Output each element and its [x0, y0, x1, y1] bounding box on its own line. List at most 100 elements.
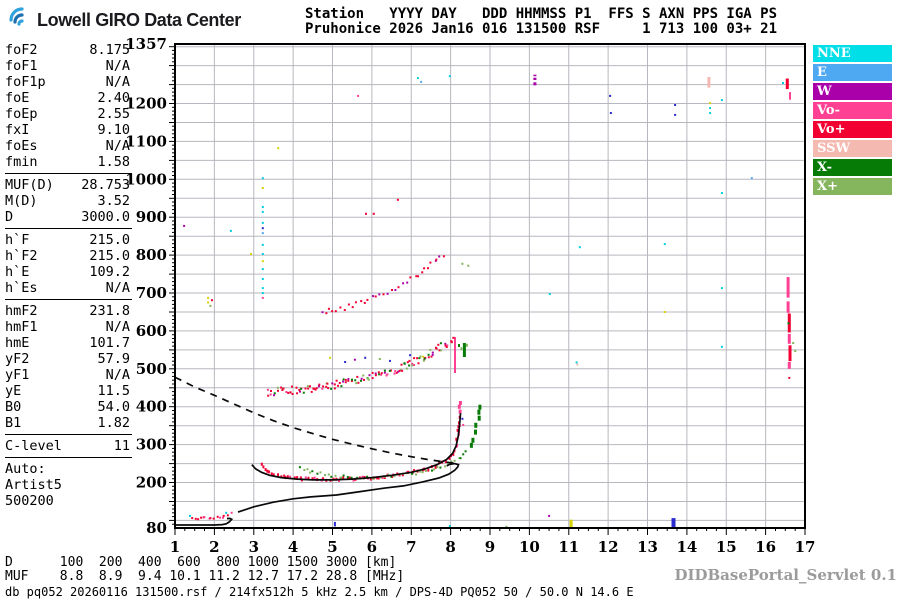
legend-item-x: X-	[813, 159, 892, 176]
x-axis-label-8: 8	[445, 538, 455, 556]
param-value: N/A	[105, 74, 130, 90]
y-axis-label-1000: 1000	[125, 170, 167, 188]
x-axis-label-4: 4	[288, 538, 298, 556]
auto-info-line: Artist5	[5, 477, 62, 493]
param-row-yf1: yF1 N/A	[5, 367, 130, 383]
param-label: foF1p	[5, 74, 46, 90]
param-value: N/A	[105, 58, 130, 74]
f-x-trace-steep	[469, 404, 482, 448]
x-axis-label-1: 1	[170, 538, 180, 556]
param-label: M(D)	[5, 193, 38, 209]
param-label: yE	[5, 383, 22, 399]
legend: NNE E W Vo- Vo+ SSW X- X+	[813, 45, 892, 197]
giro-logo-icon	[8, 6, 34, 34]
param-row-yf2: yF2 57.9	[5, 351, 130, 367]
f-region-x-trace	[298, 450, 467, 480]
param-value: 8.175	[89, 42, 130, 58]
param-row-hmf1: hmF1 N/A	[5, 319, 130, 335]
noise-dots	[183, 75, 797, 517]
param-label: C-level	[5, 438, 62, 454]
muf-row: MUF 8.8 8.9 9.4 10.1 11.2 12.7 17.2 28.8…	[5, 569, 405, 584]
param-row-b1: B1 1.82	[5, 415, 130, 431]
station-header-values: Pruhonice 2026 Jan16 016 131500 RSF 1 71…	[305, 21, 778, 37]
separator	[5, 173, 132, 174]
param-value: 11.5	[97, 383, 130, 399]
param-value: 28.753	[81, 177, 130, 193]
y-axis-label-1357: 1357	[125, 35, 167, 53]
y-axis-label-300: 300	[136, 436, 167, 454]
axis-labels: 1357120011001000900800700600500400300200…	[125, 35, 815, 556]
legend-item-e: E	[813, 64, 892, 81]
x-axis-label-7: 7	[406, 538, 416, 556]
param-row-fof1: foF1 N/A	[5, 58, 130, 74]
y-axis-label-900: 900	[136, 208, 167, 226]
param-label: foF2	[5, 42, 38, 58]
param-label: hmE	[5, 335, 30, 351]
param-row-md: M(D) 3.52	[5, 193, 130, 209]
separator	[5, 228, 132, 229]
param-value: 1.58	[97, 154, 130, 170]
param-label: foEs	[5, 138, 38, 154]
e-region-fit-line	[175, 517, 234, 526]
param-value: 215.0	[89, 248, 130, 264]
param-label: h`E	[5, 264, 30, 280]
param-label: hmF1	[5, 319, 38, 335]
x-axis-label-9: 9	[485, 538, 495, 556]
param-label: fxI	[5, 122, 30, 138]
y-axis-label-500: 500	[136, 360, 167, 378]
param-row-foes: foEs N/A	[5, 138, 130, 154]
grid	[176, 45, 804, 527]
legend-item-ssw: SSW	[813, 140, 892, 157]
second-hop-trace	[266, 336, 455, 397]
param-row-clevel: C-level 11	[5, 438, 130, 454]
y-axis-label-600: 600	[136, 322, 167, 340]
auto-info-line: Auto:	[5, 461, 46, 477]
separator	[5, 434, 132, 435]
param-value: 101.7	[89, 335, 130, 351]
param-value: N/A	[105, 319, 130, 335]
x-axis-label-13: 13	[637, 538, 658, 556]
param-value: 57.9	[97, 351, 130, 367]
e-region-o-trace	[191, 511, 233, 521]
x-axis-label-12: 12	[598, 538, 619, 556]
param-row-hme: hmE 101.7	[5, 335, 130, 351]
brand-title: Lowell GIRO Data Center	[37, 9, 241, 30]
param-label: B0	[5, 399, 22, 415]
param-value: N/A	[105, 138, 130, 154]
param-value: 231.8	[89, 303, 130, 319]
legend-item-vo: Vo-	[813, 102, 892, 119]
param-value: 109.2	[89, 264, 130, 280]
x-axis-label-2: 2	[209, 538, 219, 556]
param-value: 3000.0	[81, 209, 130, 225]
param-label: foEp	[5, 106, 38, 122]
param-row-fof2: foF2 8.175	[5, 42, 130, 58]
param-row-fxi: fxI 9.10	[5, 122, 130, 138]
param-label: h`F2	[5, 248, 38, 264]
giro-brand-link[interactable]: Lowell GIRO Data Center	[8, 6, 241, 34]
station-header: Station YYYY DAY DDD HHMMSS P1 FFS S AXN…	[305, 7, 777, 37]
axis-ticks	[169, 46, 806, 535]
plot-frame	[174, 43, 806, 529]
param-value: 11	[113, 438, 130, 454]
interference-bars	[333, 74, 792, 528]
parameter-panel: foF2 8.175 foF1 N/A foF1p N/A foE 2.40 foEp 2.55 f…	[5, 42, 132, 509]
param-label: h`Es	[5, 280, 38, 296]
x-axis-label-10: 10	[519, 538, 540, 556]
x-axis-label-3: 3	[249, 538, 259, 556]
param-value: 2.40	[97, 90, 130, 106]
param-label: fmin	[5, 154, 38, 170]
x-axis-label-15: 15	[716, 538, 737, 556]
y-axis-label-1200: 1200	[125, 95, 167, 113]
param-value: 215.0	[89, 232, 130, 248]
x-axis-label-6: 6	[367, 538, 377, 556]
distance-row: D 100 200 400 600 800 1000 1500 3000 [km…	[5, 555, 397, 570]
second-hop-x-tail	[458, 343, 468, 351]
param-value: 1.82	[97, 415, 130, 431]
param-label: MUF(D)	[5, 177, 54, 193]
legend-item-w: W	[813, 83, 892, 100]
servlet-watermark: DIDBasePortal_Servlet 0.1	[674, 566, 897, 584]
x-axis-label-11: 11	[558, 538, 579, 556]
y-axis-label-1100: 1100	[125, 132, 167, 150]
true-height-profile	[237, 462, 460, 513]
